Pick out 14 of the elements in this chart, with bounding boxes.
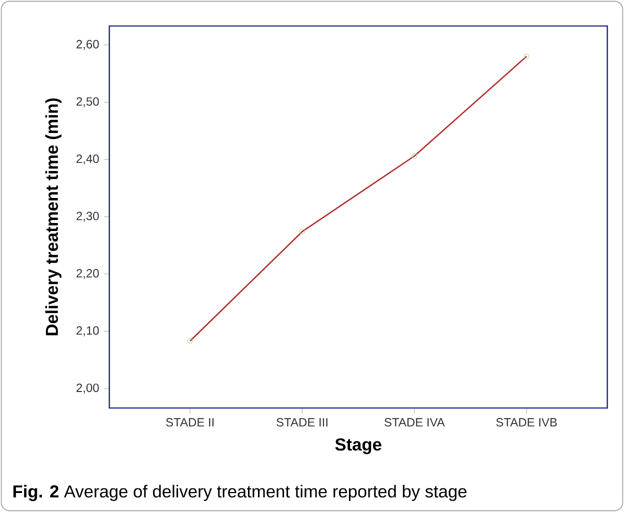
x-tick-label: STADE IVB [496,418,557,427]
x-tick-label: STADE III [276,418,328,427]
x-tick-label: STADE II [166,418,214,427]
y-axis-title: Delivery treatment time (min) [45,98,62,336]
text: Fig. 2 Average of delivery treatment time reported by stage [13,484,466,502]
y-tick-label: 2,30 [76,212,99,222]
y-tick-label: 2,50 [76,97,99,108]
y-tick-label: 2,40 [76,154,99,164]
y-tick-label: 2,10 [76,326,99,336]
y-tick-label: 2,20 [76,269,99,279]
y-tick-label: 2,60 [76,40,99,50]
x-tick-label: STADE IVA [384,418,445,427]
y-tick-label: 2,00 [76,384,99,394]
x-axis-title: Stage [335,438,382,454]
